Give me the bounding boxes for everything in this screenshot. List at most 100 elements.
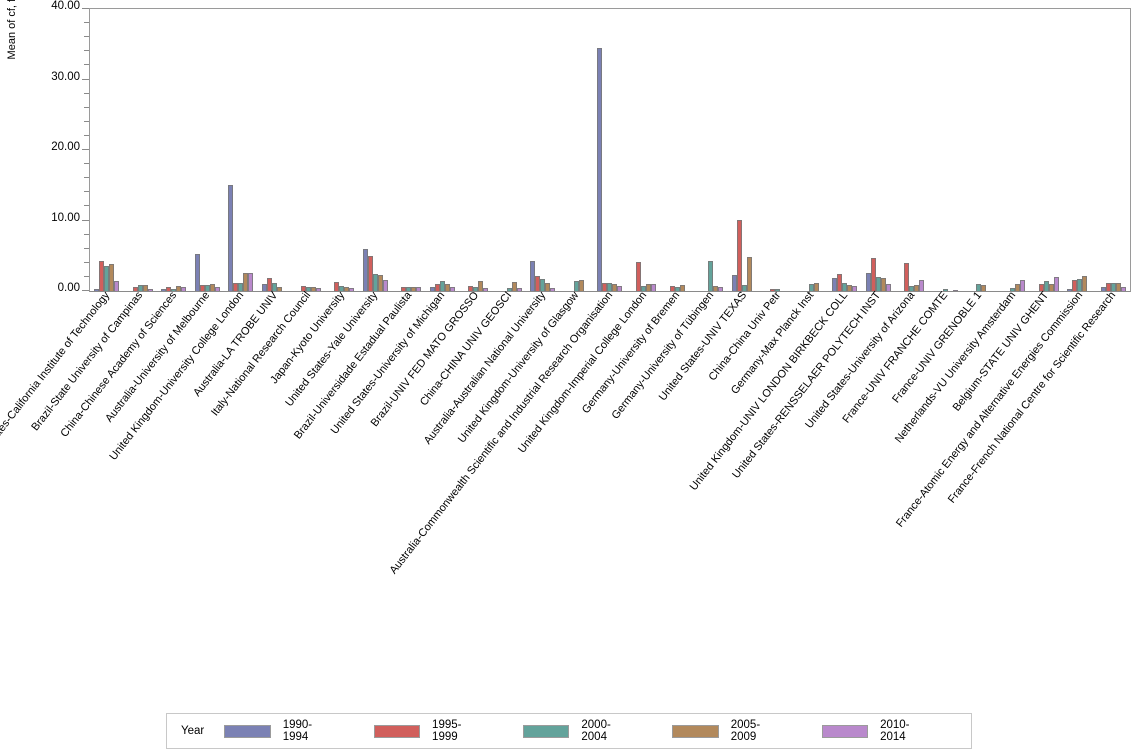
bar[interactable] <box>1110 283 1116 291</box>
bar[interactable] <box>94 288 100 291</box>
bar[interactable] <box>731 274 737 291</box>
bar[interactable] <box>506 288 512 291</box>
bar[interactable] <box>842 283 848 291</box>
legend-item[interactable]: 2005-2009 <box>672 719 811 743</box>
bar[interactable] <box>578 279 584 291</box>
bar[interactable] <box>909 285 915 291</box>
bar[interactable] <box>248 273 254 291</box>
bar[interactable] <box>550 287 556 291</box>
bar[interactable] <box>429 287 435 291</box>
bar[interactable] <box>171 288 177 291</box>
bar[interactable] <box>401 287 407 291</box>
bar[interactable] <box>651 283 657 291</box>
bar[interactable] <box>602 283 608 291</box>
bar[interactable] <box>406 287 412 291</box>
legend-item[interactable]: 1990-1994 <box>224 719 363 743</box>
bar[interactable] <box>746 257 752 291</box>
bar[interactable] <box>137 285 143 291</box>
bar[interactable] <box>267 277 272 291</box>
bar[interactable] <box>741 285 747 291</box>
bar[interactable] <box>1067 288 1073 291</box>
bar[interactable] <box>679 284 685 291</box>
bar[interactable] <box>837 274 843 291</box>
bar[interactable] <box>516 287 522 291</box>
bar[interactable] <box>277 287 282 291</box>
bar[interactable] <box>344 287 350 291</box>
bar[interactable] <box>1105 283 1111 291</box>
bar[interactable] <box>1072 280 1078 291</box>
bar[interactable] <box>573 281 579 291</box>
bar[interactable] <box>132 287 138 291</box>
bar[interactable] <box>372 274 378 291</box>
bar[interactable] <box>362 249 368 291</box>
bar[interactable] <box>847 284 853 291</box>
bar[interactable] <box>865 272 871 291</box>
bar[interactable] <box>1015 283 1021 291</box>
bar[interactable] <box>718 287 724 291</box>
bar[interactable] <box>166 287 172 291</box>
bar[interactable] <box>636 262 642 291</box>
bar[interactable] <box>262 283 267 291</box>
bar[interactable] <box>535 276 541 291</box>
bar[interactable] <box>919 280 925 291</box>
bar[interactable] <box>315 287 321 291</box>
bar[interactable] <box>104 266 110 291</box>
bar[interactable] <box>880 278 886 291</box>
bar[interactable] <box>612 283 618 291</box>
bar[interactable] <box>109 264 115 291</box>
bar[interactable] <box>808 283 814 291</box>
bar[interactable] <box>228 185 234 291</box>
legend-item[interactable]: 2010-2014 <box>821 719 961 743</box>
bar[interactable] <box>942 288 948 291</box>
bar[interactable] <box>181 287 187 291</box>
bar[interactable] <box>976 283 982 291</box>
bar[interactable] <box>1043 280 1049 291</box>
bar[interactable] <box>1020 280 1026 291</box>
bar[interactable] <box>199 285 205 291</box>
bar[interactable] <box>713 286 719 291</box>
bar[interactable] <box>434 284 440 291</box>
bar[interactable] <box>617 285 623 291</box>
bar[interactable] <box>1038 283 1044 291</box>
bar[interactable] <box>597 47 603 291</box>
bar[interactable] <box>444 283 450 291</box>
bar[interactable] <box>904 262 910 291</box>
bar[interactable] <box>852 285 858 291</box>
legend-item[interactable]: 1995-1999 <box>373 719 513 743</box>
bar[interactable] <box>914 285 920 291</box>
bar[interactable] <box>114 281 120 291</box>
bar[interactable] <box>272 282 277 291</box>
bar[interactable] <box>540 279 546 291</box>
bar[interactable] <box>478 280 484 291</box>
bar[interactable] <box>194 253 200 291</box>
bar[interactable] <box>813 283 819 291</box>
bar[interactable] <box>607 282 613 291</box>
bar[interactable] <box>530 261 536 291</box>
bar[interactable] <box>147 288 153 291</box>
bar[interactable] <box>770 288 776 291</box>
bar[interactable] <box>334 281 340 291</box>
bar[interactable] <box>775 288 781 291</box>
bar[interactable] <box>736 219 742 291</box>
bar[interactable] <box>885 283 891 291</box>
bar[interactable] <box>310 287 316 291</box>
bar[interactable] <box>305 287 311 291</box>
bar[interactable] <box>669 286 675 291</box>
bar[interactable] <box>439 280 445 291</box>
bar[interactable] <box>952 289 958 291</box>
bar[interactable] <box>641 286 647 291</box>
bar[interactable] <box>204 285 210 291</box>
bar[interactable] <box>708 261 714 291</box>
bar[interactable] <box>416 287 422 291</box>
legend-item[interactable]: 2000-2004 <box>522 719 662 743</box>
bar[interactable] <box>233 282 239 291</box>
bar[interactable] <box>339 286 345 291</box>
bar[interactable] <box>300 286 306 291</box>
bar[interactable] <box>1100 287 1106 291</box>
bar[interactable] <box>377 274 383 291</box>
bar[interactable] <box>646 283 652 291</box>
bar[interactable] <box>238 282 244 291</box>
bar[interactable] <box>1010 288 1016 291</box>
bar[interactable] <box>1082 275 1088 291</box>
bar[interactable] <box>449 287 455 291</box>
